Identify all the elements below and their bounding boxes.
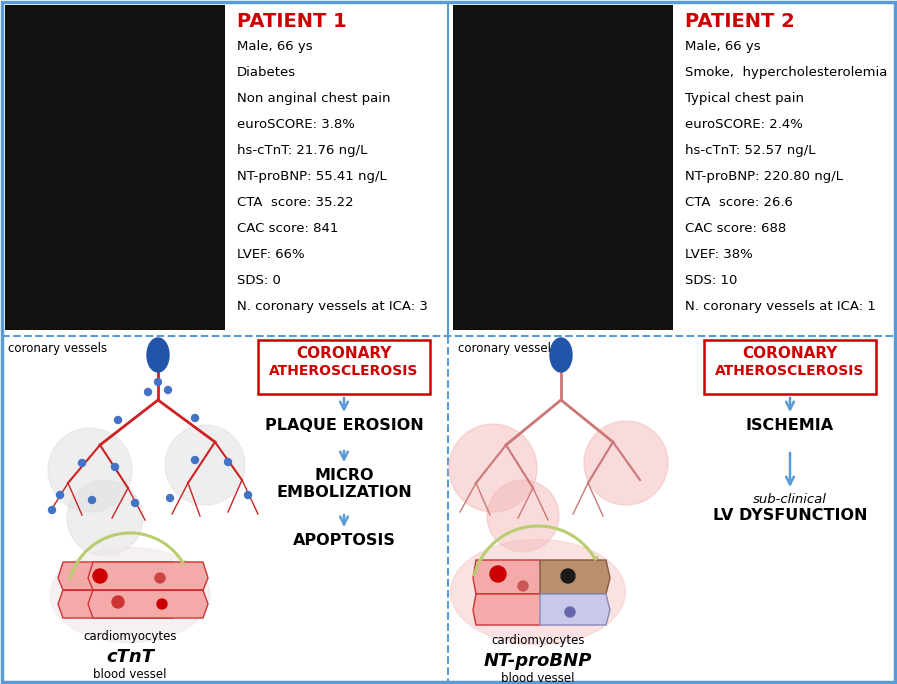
Circle shape bbox=[165, 425, 245, 505]
Ellipse shape bbox=[550, 338, 572, 372]
Text: LV DYSFUNCTION: LV DYSFUNCTION bbox=[713, 508, 867, 523]
Text: PATIENT 1: PATIENT 1 bbox=[237, 12, 347, 31]
Circle shape bbox=[132, 499, 138, 506]
Circle shape bbox=[57, 492, 64, 499]
Polygon shape bbox=[540, 594, 610, 625]
Circle shape bbox=[155, 573, 165, 583]
Text: Smoke,  hypercholesterolemia: Smoke, hypercholesterolemia bbox=[685, 66, 887, 79]
Text: ISCHEMIA: ISCHEMIA bbox=[746, 418, 834, 433]
Text: N. coronary vessels at ICA: 3: N. coronary vessels at ICA: 3 bbox=[237, 300, 428, 313]
Circle shape bbox=[584, 421, 668, 505]
Circle shape bbox=[487, 480, 559, 552]
Circle shape bbox=[245, 492, 251, 499]
Text: cardiomyocytes: cardiomyocytes bbox=[492, 634, 585, 647]
Circle shape bbox=[164, 386, 171, 393]
Polygon shape bbox=[473, 560, 543, 594]
Text: Diabetes: Diabetes bbox=[237, 66, 296, 79]
Circle shape bbox=[224, 458, 231, 466]
Text: blood vessel: blood vessel bbox=[93, 668, 167, 681]
Text: cardiomyocytes: cardiomyocytes bbox=[83, 630, 177, 643]
Text: ATHEROSCLEROSIS: ATHEROSCLEROSIS bbox=[269, 364, 419, 378]
Text: APOPTOSIS: APOPTOSIS bbox=[292, 533, 396, 548]
Text: hs-cTnT: 52.57 ng/L: hs-cTnT: 52.57 ng/L bbox=[685, 144, 815, 157]
Text: euroSCORE: 2.4%: euroSCORE: 2.4% bbox=[685, 118, 803, 131]
Circle shape bbox=[48, 428, 132, 512]
Text: LVEF: 66%: LVEF: 66% bbox=[237, 248, 305, 261]
Circle shape bbox=[167, 495, 173, 501]
Polygon shape bbox=[58, 590, 178, 618]
Text: SDS: 10: SDS: 10 bbox=[685, 274, 737, 287]
Text: ATHEROSCLEROSIS: ATHEROSCLEROSIS bbox=[715, 364, 865, 378]
Polygon shape bbox=[58, 562, 178, 590]
Text: PATIENT 2: PATIENT 2 bbox=[685, 12, 795, 31]
Polygon shape bbox=[88, 562, 208, 590]
FancyBboxPatch shape bbox=[453, 5, 673, 330]
Text: CORONARY: CORONARY bbox=[743, 346, 838, 361]
Text: Male, 66 ys: Male, 66 ys bbox=[237, 40, 313, 53]
Text: CORONARY: CORONARY bbox=[296, 346, 392, 361]
Circle shape bbox=[115, 417, 121, 423]
Circle shape bbox=[154, 378, 161, 386]
Ellipse shape bbox=[50, 547, 210, 642]
FancyBboxPatch shape bbox=[258, 340, 430, 394]
Text: coronary vessels: coronary vessels bbox=[8, 342, 107, 355]
FancyBboxPatch shape bbox=[5, 5, 225, 330]
Text: CAC score: 688: CAC score: 688 bbox=[685, 222, 787, 235]
Circle shape bbox=[111, 464, 118, 471]
Circle shape bbox=[191, 415, 198, 421]
Circle shape bbox=[490, 566, 506, 582]
Circle shape bbox=[565, 607, 575, 617]
Text: LVEF: 38%: LVEF: 38% bbox=[685, 248, 753, 261]
Circle shape bbox=[79, 460, 85, 466]
Circle shape bbox=[144, 389, 152, 395]
Circle shape bbox=[93, 569, 107, 583]
Text: blood vessel: blood vessel bbox=[501, 672, 575, 684]
Text: SDS: 0: SDS: 0 bbox=[237, 274, 281, 287]
Text: cTnT: cTnT bbox=[106, 648, 154, 666]
Circle shape bbox=[112, 596, 124, 608]
Text: Typical chest pain: Typical chest pain bbox=[685, 92, 804, 105]
Circle shape bbox=[518, 581, 528, 591]
Text: NT-proBNP: 220.80 ng/L: NT-proBNP: 220.80 ng/L bbox=[685, 170, 843, 183]
Circle shape bbox=[48, 506, 56, 514]
Text: CAC score: 841: CAC score: 841 bbox=[237, 222, 338, 235]
Text: PLAQUE EROSION: PLAQUE EROSION bbox=[265, 418, 423, 433]
Text: coronary vessels: coronary vessels bbox=[458, 342, 557, 355]
Polygon shape bbox=[88, 590, 208, 618]
Text: NT-proBNP: NT-proBNP bbox=[483, 652, 592, 670]
Text: Non anginal chest pain: Non anginal chest pain bbox=[237, 92, 390, 105]
Polygon shape bbox=[473, 594, 543, 625]
Ellipse shape bbox=[450, 540, 625, 644]
Ellipse shape bbox=[147, 338, 169, 372]
Text: EMBOLIZATION: EMBOLIZATION bbox=[276, 485, 412, 500]
Circle shape bbox=[561, 569, 575, 583]
Text: sub-clinical: sub-clinical bbox=[753, 493, 827, 506]
Circle shape bbox=[67, 480, 143, 556]
FancyBboxPatch shape bbox=[704, 340, 876, 394]
Text: MICRO: MICRO bbox=[314, 468, 374, 483]
Circle shape bbox=[449, 424, 537, 512]
Text: hs-cTnT: 21.76 ng/L: hs-cTnT: 21.76 ng/L bbox=[237, 144, 368, 157]
Text: CTA  score: 35.22: CTA score: 35.22 bbox=[237, 196, 353, 209]
Circle shape bbox=[89, 497, 95, 503]
Text: NT-proBNP: 55.41 ng/L: NT-proBNP: 55.41 ng/L bbox=[237, 170, 387, 183]
Text: euroSCORE: 3.8%: euroSCORE: 3.8% bbox=[237, 118, 355, 131]
Polygon shape bbox=[540, 560, 610, 594]
Circle shape bbox=[157, 599, 167, 609]
Circle shape bbox=[191, 456, 198, 464]
Text: N. coronary vessels at ICA: 1: N. coronary vessels at ICA: 1 bbox=[685, 300, 875, 313]
Text: CTA  score: 26.6: CTA score: 26.6 bbox=[685, 196, 793, 209]
Text: Male, 66 ys: Male, 66 ys bbox=[685, 40, 761, 53]
